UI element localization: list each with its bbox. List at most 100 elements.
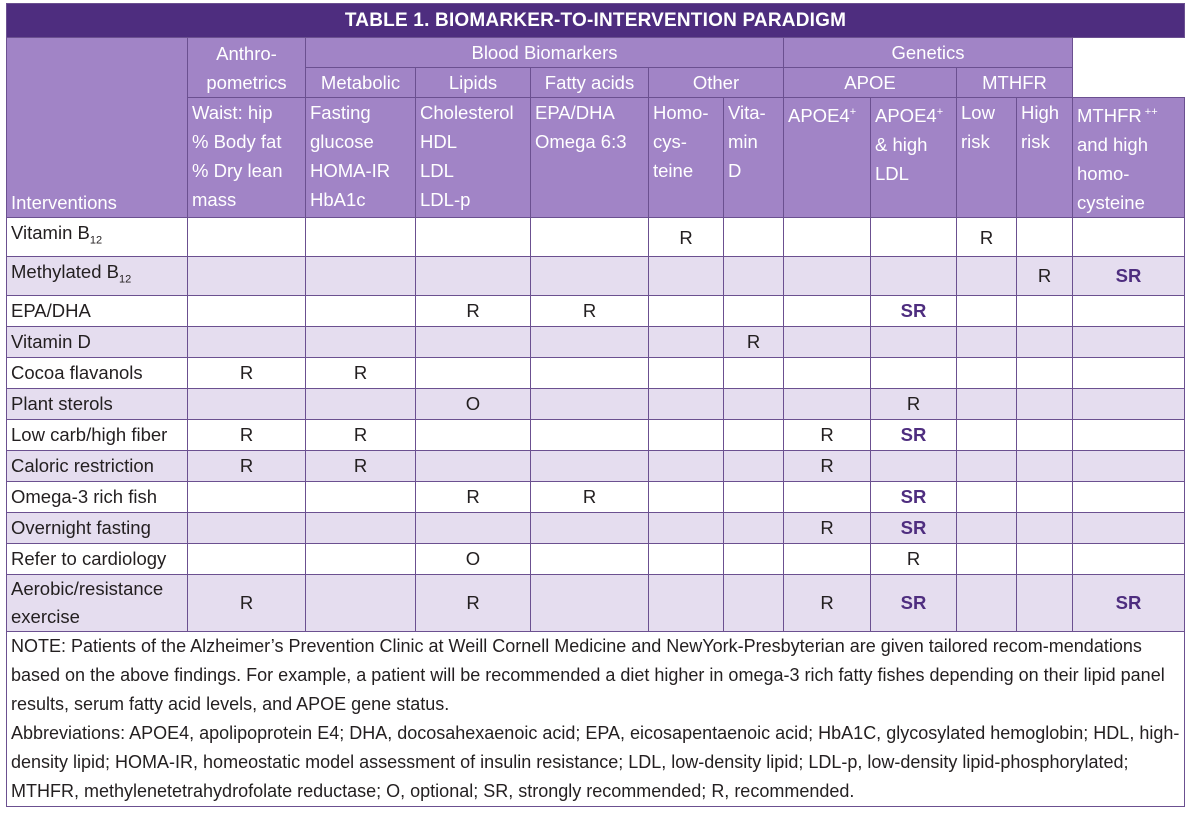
- subheader-line: min: [728, 131, 758, 152]
- table-cell: [305, 294, 416, 327]
- table-cell: SR: [870, 573, 957, 632]
- subheader-line: Vita-: [728, 102, 766, 123]
- table-cell: [956, 573, 1017, 632]
- table-cell: O: [415, 542, 531, 575]
- table-cell: [783, 325, 871, 358]
- table-cell: [415, 449, 531, 482]
- mthfr-header: MTHFR: [956, 67, 1073, 98]
- table-cell: [187, 480, 306, 513]
- mthfr-high-subheader: MTHFR ++ and high homo- cysteine: [1071, 96, 1186, 219]
- table-cell: [305, 480, 416, 513]
- subheader-line: & high: [875, 134, 928, 156]
- table-cell: [870, 356, 957, 389]
- table-cell: O: [415, 387, 531, 420]
- table-cell: [956, 418, 1017, 451]
- subheader-line: mass: [192, 189, 237, 210]
- table-cell: [1071, 449, 1186, 482]
- table-row: Aerobic/resistance exercise R R R SR SR: [6, 573, 1186, 632]
- lipids-header: Lipids: [415, 67, 531, 98]
- table-note: NOTE: Patients of the Alzheimer’s Preven…: [5, 630, 1186, 807]
- table-cell: [783, 255, 871, 296]
- table-cell: R: [648, 217, 724, 257]
- subheader-line: risk: [961, 131, 990, 152]
- subheader-line: LDL: [875, 163, 909, 185]
- row-label-text: Omega-3 rich fish: [11, 486, 157, 508]
- table-cell: R: [783, 449, 871, 482]
- table-cell: SR: [1071, 573, 1186, 632]
- table-cell: [648, 356, 724, 389]
- high-risk-subheader: High risk: [1016, 96, 1073, 219]
- table-cell: [1016, 542, 1073, 575]
- table-cell: [783, 356, 871, 389]
- table-cell: [1016, 449, 1073, 482]
- row-label-subscript: 12: [118, 273, 132, 286]
- table-row: Methylated B12 R SR: [6, 255, 1186, 296]
- interventions-header: Interventions: [6, 36, 188, 219]
- apoe-header: APOE: [783, 67, 957, 98]
- table-cell: [415, 418, 531, 451]
- lipids-subheader: Cholesterol HDL LDL LDL-p: [415, 96, 531, 219]
- table-cell: R: [187, 573, 306, 632]
- row-label-text: Caloric restriction: [11, 455, 154, 477]
- table-row: Plant sterols O R: [6, 387, 1186, 420]
- table-cell: R: [1016, 255, 1073, 296]
- table-cell: [956, 356, 1017, 389]
- table-row: Vitamin B12 R R: [6, 217, 1186, 257]
- table-cell: [1071, 418, 1186, 451]
- table-cell: [1071, 325, 1186, 358]
- table-cell: [723, 511, 784, 544]
- table-cell: [648, 294, 724, 327]
- table-cell: [187, 217, 306, 257]
- table-cell: [305, 511, 416, 544]
- row-label-text: Plant sterols: [11, 393, 113, 415]
- anthro-line-1: Anthro-: [216, 42, 277, 64]
- table-cell: [1016, 356, 1073, 389]
- apoe4-subheader: APOE4+: [783, 96, 871, 219]
- table-cell: [723, 480, 784, 513]
- table-cell: [1071, 387, 1186, 420]
- table-cell: R: [415, 480, 531, 513]
- table-cell: [305, 255, 416, 296]
- subheader-line: APOE4+: [875, 99, 952, 131]
- table-cell: [187, 294, 306, 327]
- table-title: TABLE 1. BIOMARKER-TO-INTERVENTION PARAD…: [5, 3, 1186, 38]
- table-cell: [648, 542, 724, 575]
- table-cell: [723, 573, 784, 632]
- table-cell: [415, 255, 531, 296]
- row-label-text: Low carb/high fiber: [11, 424, 168, 446]
- subheader-line: Low: [961, 102, 995, 123]
- fatty-acids-subheader: EPA/DHA Omega 6:3: [530, 96, 649, 219]
- table-cell: [1071, 542, 1186, 575]
- subheader-line: glucose: [310, 131, 374, 152]
- subheader-line: teine: [653, 160, 694, 181]
- table-row: Caloric restriction R R R: [6, 449, 1186, 482]
- table-cell: [783, 387, 871, 420]
- table-cell: [723, 255, 784, 296]
- metabolic-subheader: Fasting glucose HOMA-IR HbA1c: [305, 96, 416, 219]
- table-cell: [1016, 511, 1073, 544]
- table-cell: [648, 480, 724, 513]
- mthfr-sup: ++: [1141, 106, 1158, 118]
- table-cell: [723, 387, 784, 420]
- table-cell: [530, 511, 649, 544]
- vitamin-d-subheader: Vita- min D: [723, 96, 784, 219]
- biomarker-table: TABLE 1. BIOMARKER-TO-INTERVENTION PARAD…: [5, 3, 1186, 807]
- table-cell: [187, 325, 306, 358]
- note-paragraph: NOTE: Patients of the Alzheimer’s Preven…: [11, 635, 1165, 714]
- table-cell: [415, 325, 531, 358]
- apoe4ldl-sup: +: [936, 106, 944, 118]
- table-cell: [1016, 573, 1073, 632]
- table-cell: [1071, 294, 1186, 327]
- subheader-line: % Body fat: [192, 131, 282, 152]
- table-cell: [648, 449, 724, 482]
- row-label: Vitamin D: [6, 325, 188, 358]
- table-cell: R: [530, 480, 649, 513]
- table-cell: [1071, 356, 1186, 389]
- subheader-line: HOMA-IR: [310, 160, 391, 181]
- subheader-line: Fasting: [310, 102, 371, 123]
- subheader-line: Omega 6:3: [535, 131, 627, 152]
- table-cell: SR: [1071, 255, 1186, 296]
- table-cell: [783, 217, 871, 257]
- table-cell: [1016, 480, 1073, 513]
- subheader-line: EPA/DHA: [535, 102, 615, 123]
